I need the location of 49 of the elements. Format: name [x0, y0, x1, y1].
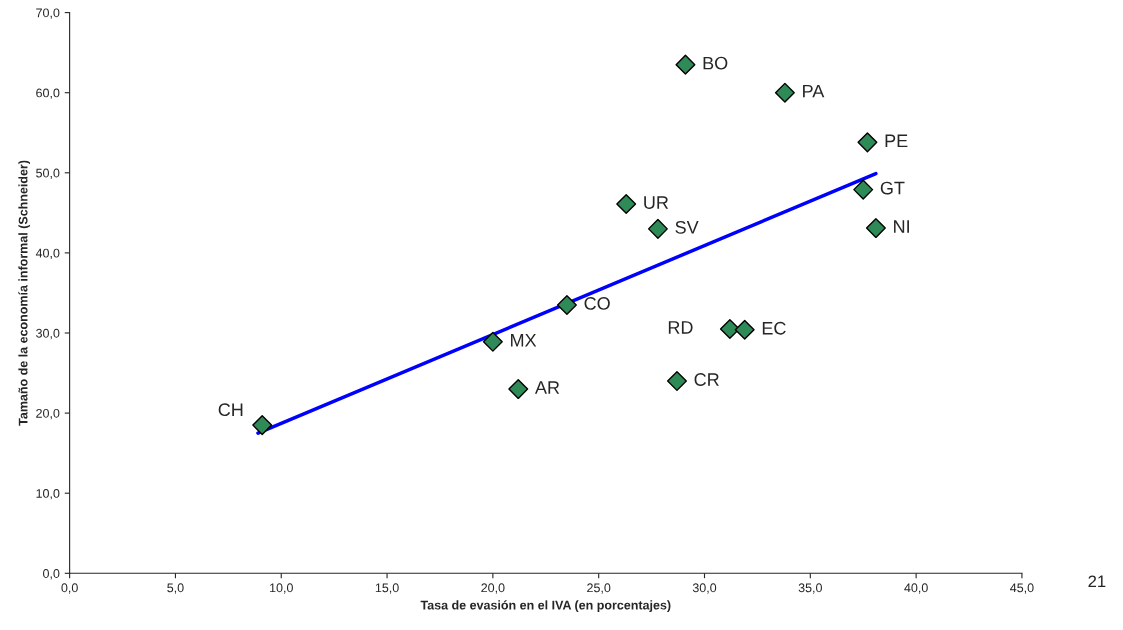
annotation: CR [694, 373, 719, 386]
y-axis-title: Tamaño de la economía informal (Schneider) [18, 160, 31, 426]
x-tick-label: 40,0 [904, 583, 928, 594]
annotation: EC [762, 321, 786, 335]
point [616, 194, 637, 215]
y-tick-label: 10,0 [36, 489, 60, 500]
x-tick-label: 35,0 [798, 583, 822, 594]
y-tick-label: 40,0 [35, 248, 60, 260]
text: 21 [1088, 575, 1106, 588]
point [853, 179, 874, 200]
y-tick-label: 0,0 [43, 569, 60, 580]
x-tick-label: 30,0 [692, 583, 717, 594]
y-tick-label: 70,0 [36, 8, 60, 19]
x-tick-label: 15,0 [375, 583, 399, 594]
point [675, 54, 696, 75]
annotation: BO [703, 56, 728, 70]
point [252, 415, 273, 436]
x-tick-label: 5,0 [167, 583, 184, 594]
annotation: CH [218, 403, 243, 417]
y-tick-label: 20,0 [36, 408, 60, 420]
annotation: MX [511, 334, 537, 347]
annotation: SV [675, 220, 699, 234]
x-tick-label: 25,0 [587, 583, 611, 594]
annotation: NI [894, 220, 909, 233]
y-tick-label: 30,0 [36, 328, 60, 340]
annotation: PA [803, 84, 825, 98]
annotation: UR [644, 196, 669, 209]
annotation: CO [584, 297, 610, 310]
x-tick-label: 20,0 [481, 583, 505, 594]
point [719, 318, 740, 340]
y-tick-label: 60,0 [36, 88, 60, 99]
x-axis-title: Tasa de evasión en el IVA (en porcentajes) [420, 600, 671, 612]
x-tick-label: 0,0 [61, 583, 78, 594]
x-tick-label: 10,0 [270, 583, 293, 594]
point [666, 371, 687, 392]
point [482, 331, 503, 352]
annotation: AR [534, 381, 560, 394]
point [857, 132, 878, 153]
y-tick-label: 50,0 [36, 168, 60, 179]
annotation: GT [880, 181, 905, 195]
annotation: PE [885, 134, 908, 148]
point [734, 319, 755, 340]
point [774, 82, 795, 103]
annotation: RD [668, 321, 693, 334]
point [865, 218, 886, 239]
x-tick-label: 45,0 [1010, 583, 1034, 594]
point [556, 294, 577, 315]
point [647, 218, 668, 239]
point [508, 379, 529, 400]
